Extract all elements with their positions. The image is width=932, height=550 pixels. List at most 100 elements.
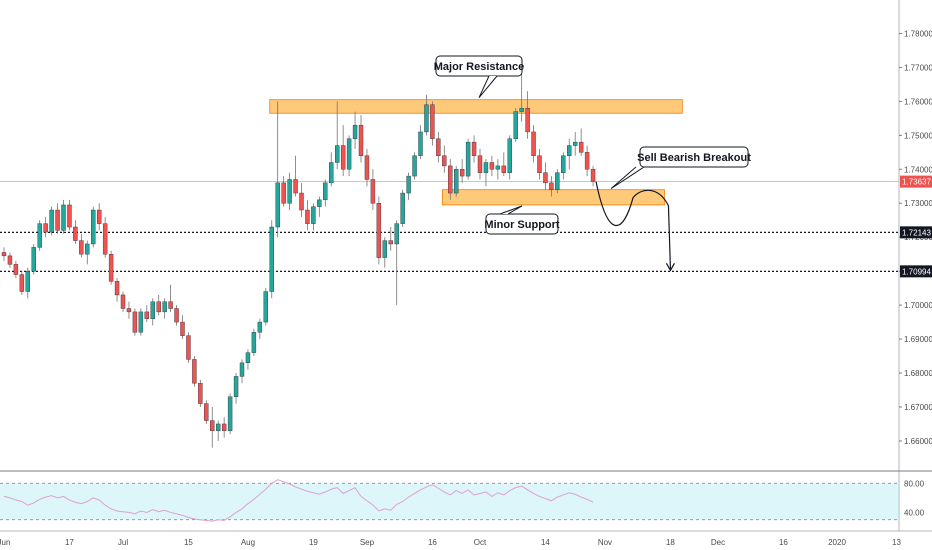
price-badges: 1.73637 1.72143 1.70994 xyxy=(900,175,932,278)
candle-body xyxy=(537,155,542,173)
candle-body xyxy=(436,138,441,156)
candle-body xyxy=(507,138,512,173)
candle-body xyxy=(382,240,387,258)
candle-body xyxy=(364,155,370,180)
candle-body xyxy=(102,223,108,255)
rsi-tick-label: 80.00 xyxy=(904,479,925,488)
candle-body xyxy=(489,162,495,170)
candle-body xyxy=(311,206,316,224)
candle-body xyxy=(340,145,346,170)
candle-body xyxy=(519,107,524,112)
rsi-band xyxy=(0,483,899,520)
candle-body xyxy=(573,141,578,146)
x-tick-label: Nov xyxy=(598,538,612,547)
candle-body xyxy=(25,270,30,292)
candle-body xyxy=(448,165,453,194)
candles-layer xyxy=(1,67,596,448)
candle-body xyxy=(352,124,358,139)
candle-body xyxy=(19,274,25,292)
candle-body xyxy=(388,240,393,245)
x-tick-label: Sep xyxy=(360,538,375,547)
candle-body xyxy=(204,403,209,421)
candle-body xyxy=(370,179,376,204)
candle-body xyxy=(269,226,274,292)
y-tick-label: 1.75000 xyxy=(904,131,932,140)
candle-body xyxy=(13,264,19,275)
price-badge xyxy=(900,175,932,188)
candle-body xyxy=(317,199,322,207)
zone-box xyxy=(269,99,683,114)
candle-body xyxy=(525,107,530,133)
candle-body xyxy=(465,141,471,177)
candle-body xyxy=(1,252,7,257)
rsi-tick-label: 40.00 xyxy=(904,508,925,517)
callout-box xyxy=(485,213,559,235)
candle-body xyxy=(233,376,239,397)
candle-body xyxy=(459,169,465,177)
candle-body xyxy=(305,209,310,224)
candle-body xyxy=(394,223,399,245)
candle-body xyxy=(73,226,78,241)
candle-body xyxy=(495,165,501,170)
candle-body xyxy=(263,291,268,323)
candle-body xyxy=(578,141,584,153)
candle-body xyxy=(454,169,459,194)
candle-body xyxy=(406,175,411,194)
candle-body xyxy=(198,383,203,404)
candle-body xyxy=(442,155,447,167)
y-tick-label: 1.73000 xyxy=(904,199,932,208)
candle-body xyxy=(346,138,352,170)
rsi-pane: 80.00 40.00 xyxy=(0,479,925,522)
y-tick-label: 1.67000 xyxy=(904,403,932,412)
y-tick-label: 1.68000 xyxy=(904,369,932,378)
candle-body xyxy=(215,423,221,431)
candle-body xyxy=(67,204,72,228)
x-tick-label: 16 xyxy=(779,538,788,547)
candle-body xyxy=(85,243,90,255)
candle-body xyxy=(37,223,42,248)
y-tick-label: 1.69000 xyxy=(904,335,932,344)
candle-body xyxy=(281,182,286,204)
candle-body xyxy=(138,311,144,333)
candle-body xyxy=(549,182,554,190)
callout-pointer xyxy=(478,75,498,98)
rsi-line xyxy=(3,479,594,522)
candle-body xyxy=(144,311,150,319)
candle-body xyxy=(192,359,197,384)
candle-body xyxy=(55,209,60,231)
candle-body xyxy=(418,131,423,156)
callout-text: Minor Support xyxy=(484,219,559,231)
x-tick-label: 17 xyxy=(65,538,74,547)
candle-body xyxy=(114,281,120,296)
candle-body xyxy=(275,182,280,228)
candle-body xyxy=(120,294,126,309)
candle-body xyxy=(251,332,257,353)
price-badge xyxy=(900,226,932,239)
candle-body xyxy=(239,362,245,377)
candle-body xyxy=(412,155,417,177)
candle-body xyxy=(424,104,429,133)
y-tick-label: 1.74000 xyxy=(904,165,932,174)
candle-body xyxy=(584,152,590,170)
candle-body xyxy=(61,204,66,231)
price-badge-text: 1.72143 xyxy=(902,228,931,237)
candle-body xyxy=(186,335,191,360)
y-tick-label: 1.78000 xyxy=(904,29,932,38)
candle-body xyxy=(91,209,96,245)
x-tick-label: 15 xyxy=(184,538,193,547)
callout-pointer xyxy=(610,166,645,190)
candle-body xyxy=(400,192,405,224)
callout-box xyxy=(435,55,523,77)
candle-body xyxy=(293,179,298,194)
candle-body xyxy=(180,321,185,336)
candle-body xyxy=(335,145,340,163)
candle-body xyxy=(477,155,483,173)
candle-body xyxy=(376,203,382,258)
candle-body xyxy=(287,179,292,204)
candle-body xyxy=(174,308,179,323)
candle-body xyxy=(561,155,566,173)
candle-body xyxy=(168,301,173,309)
candle-body xyxy=(430,104,435,139)
x-tick-label: 2020 xyxy=(828,538,846,547)
candle-body xyxy=(108,253,114,282)
